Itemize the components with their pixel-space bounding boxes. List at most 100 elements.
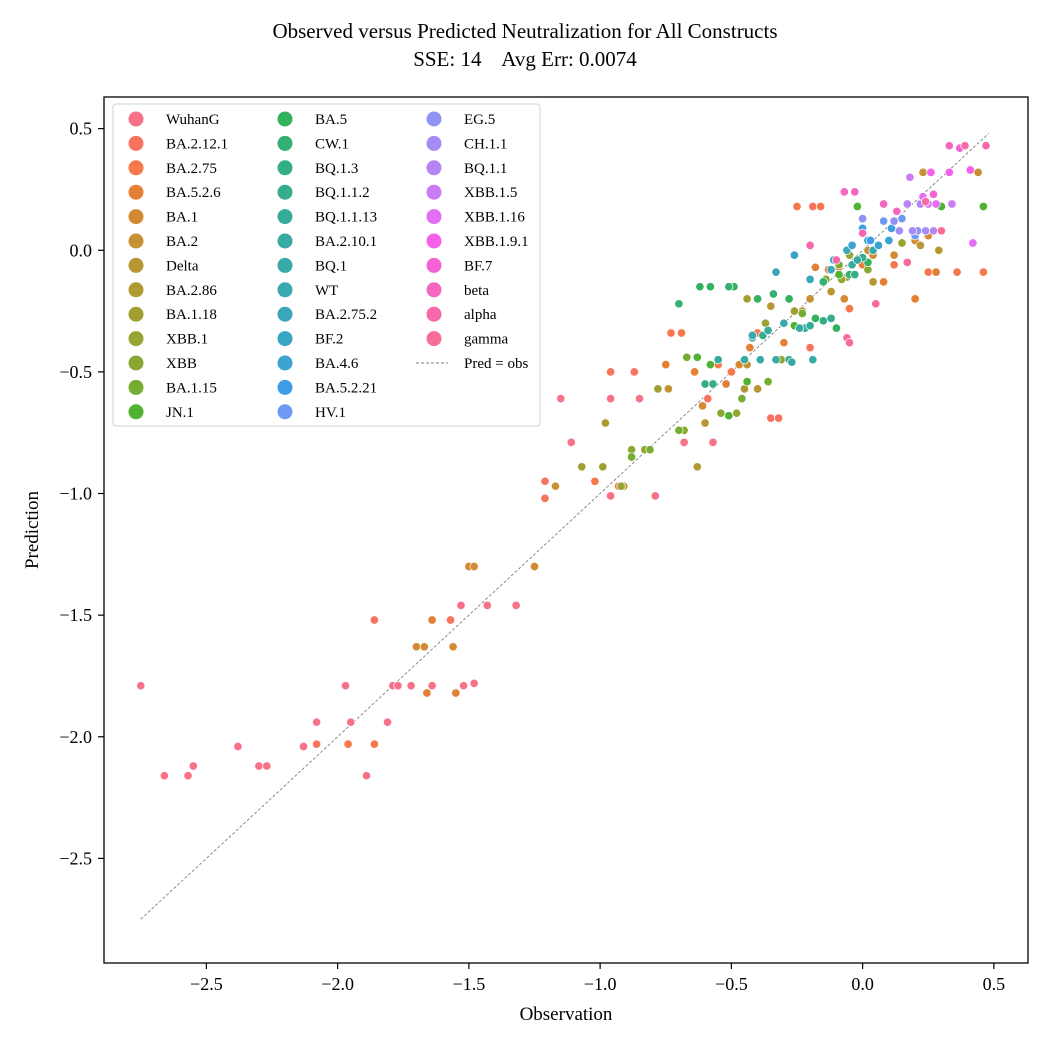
data-point [831, 323, 841, 333]
data-point [844, 304, 855, 314]
data-point [606, 367, 616, 377]
pred-equals-obs-line [140, 133, 989, 920]
legend-label: BQ.1.1.2 [315, 185, 370, 201]
data-point [713, 355, 723, 365]
data-point [692, 462, 702, 472]
data-point [973, 167, 983, 177]
legend-marker [128, 306, 144, 322]
data-point [629, 367, 639, 377]
data-point [737, 394, 747, 404]
data-point [968, 238, 978, 248]
data-point [183, 771, 193, 781]
data-point [805, 321, 815, 331]
data-point [792, 201, 802, 212]
data-point [679, 437, 689, 447]
data-point [834, 270, 844, 280]
legend-label: BA.4.6 [315, 356, 359, 372]
data-point [808, 201, 818, 212]
data-point [873, 240, 883, 250]
legend-marker [128, 209, 144, 225]
data-point [789, 250, 799, 260]
data-point [978, 267, 988, 277]
legend-marker [128, 379, 144, 395]
legend: WuhanG BA.2.12.1 BA.2.75 BA.5.2.6 BA.1 BA.2 De… [112, 103, 541, 427]
data-point [676, 328, 687, 338]
data-point [645, 445, 655, 455]
legend-label: BQ.1.3 [315, 161, 358, 177]
data-point [879, 216, 889, 226]
data-point [666, 328, 676, 338]
data-point [627, 452, 637, 462]
legend-marker [128, 257, 144, 273]
data-point [511, 600, 521, 610]
data-point [753, 384, 763, 394]
data-point [907, 226, 918, 236]
data-point [411, 642, 421, 652]
data-point [739, 355, 750, 365]
data-point [745, 343, 755, 353]
legend-marker [128, 233, 144, 249]
legend-label: BQ.1.1.13 [315, 210, 377, 226]
data-point [826, 265, 836, 275]
data-point [469, 678, 479, 688]
legend-label: alpha [464, 307, 497, 323]
data-point [850, 187, 860, 197]
data-point [784, 294, 794, 304]
data-point [879, 199, 889, 209]
legend-label: BA.1.18 [166, 307, 217, 323]
y-axis-label: Prediction [22, 490, 43, 569]
data-point [753, 294, 763, 304]
data-point [805, 294, 815, 304]
legend-label: Delta [166, 258, 199, 274]
data-point [884, 235, 894, 246]
data-point [346, 717, 356, 727]
legend-marker [277, 184, 293, 200]
data-point [894, 226, 904, 236]
legend-marker [426, 160, 442, 176]
data-point [915, 240, 925, 250]
data-point [852, 255, 862, 265]
data-point [369, 615, 379, 625]
data-point [598, 462, 608, 472]
legend-label: BA.2.75.2 [315, 307, 377, 323]
data-point [674, 299, 684, 309]
data-point [747, 330, 757, 340]
data-point [695, 282, 705, 292]
legend-label: BQ.1.1 [464, 161, 507, 177]
data-point [879, 277, 889, 287]
data-point [690, 367, 700, 377]
data-point [763, 325, 773, 336]
legend-marker [426, 331, 442, 347]
x-tick-label: −2.0 [321, 974, 354, 994]
data-point [674, 425, 684, 435]
legend-marker [277, 209, 293, 225]
legend-label: HV.1 [315, 405, 346, 421]
data-point [816, 201, 826, 212]
plot-frame [103, 96, 1029, 964]
legend-marker [128, 282, 144, 298]
data-point [934, 245, 944, 255]
x-axis-label: Observation [520, 1004, 613, 1025]
data-point [188, 761, 198, 771]
data-point [369, 739, 379, 749]
data-point [550, 481, 561, 491]
legend-label: BA.2.75 [166, 161, 217, 177]
data-point [931, 267, 941, 277]
x-tick-label: −0.5 [715, 974, 748, 994]
data-point [947, 199, 957, 209]
legend-marker [277, 379, 293, 395]
data-point [808, 355, 818, 365]
data-point [960, 141, 970, 151]
data-point [708, 379, 718, 389]
data-point [682, 352, 692, 362]
legend-marker [426, 233, 442, 249]
data-point [634, 394, 645, 404]
data-point [590, 476, 600, 486]
data-point [944, 141, 954, 151]
data-point [703, 394, 713, 404]
data-point [902, 199, 912, 209]
data-point [810, 262, 820, 272]
points-layer [136, 141, 991, 781]
data-point [312, 739, 322, 749]
